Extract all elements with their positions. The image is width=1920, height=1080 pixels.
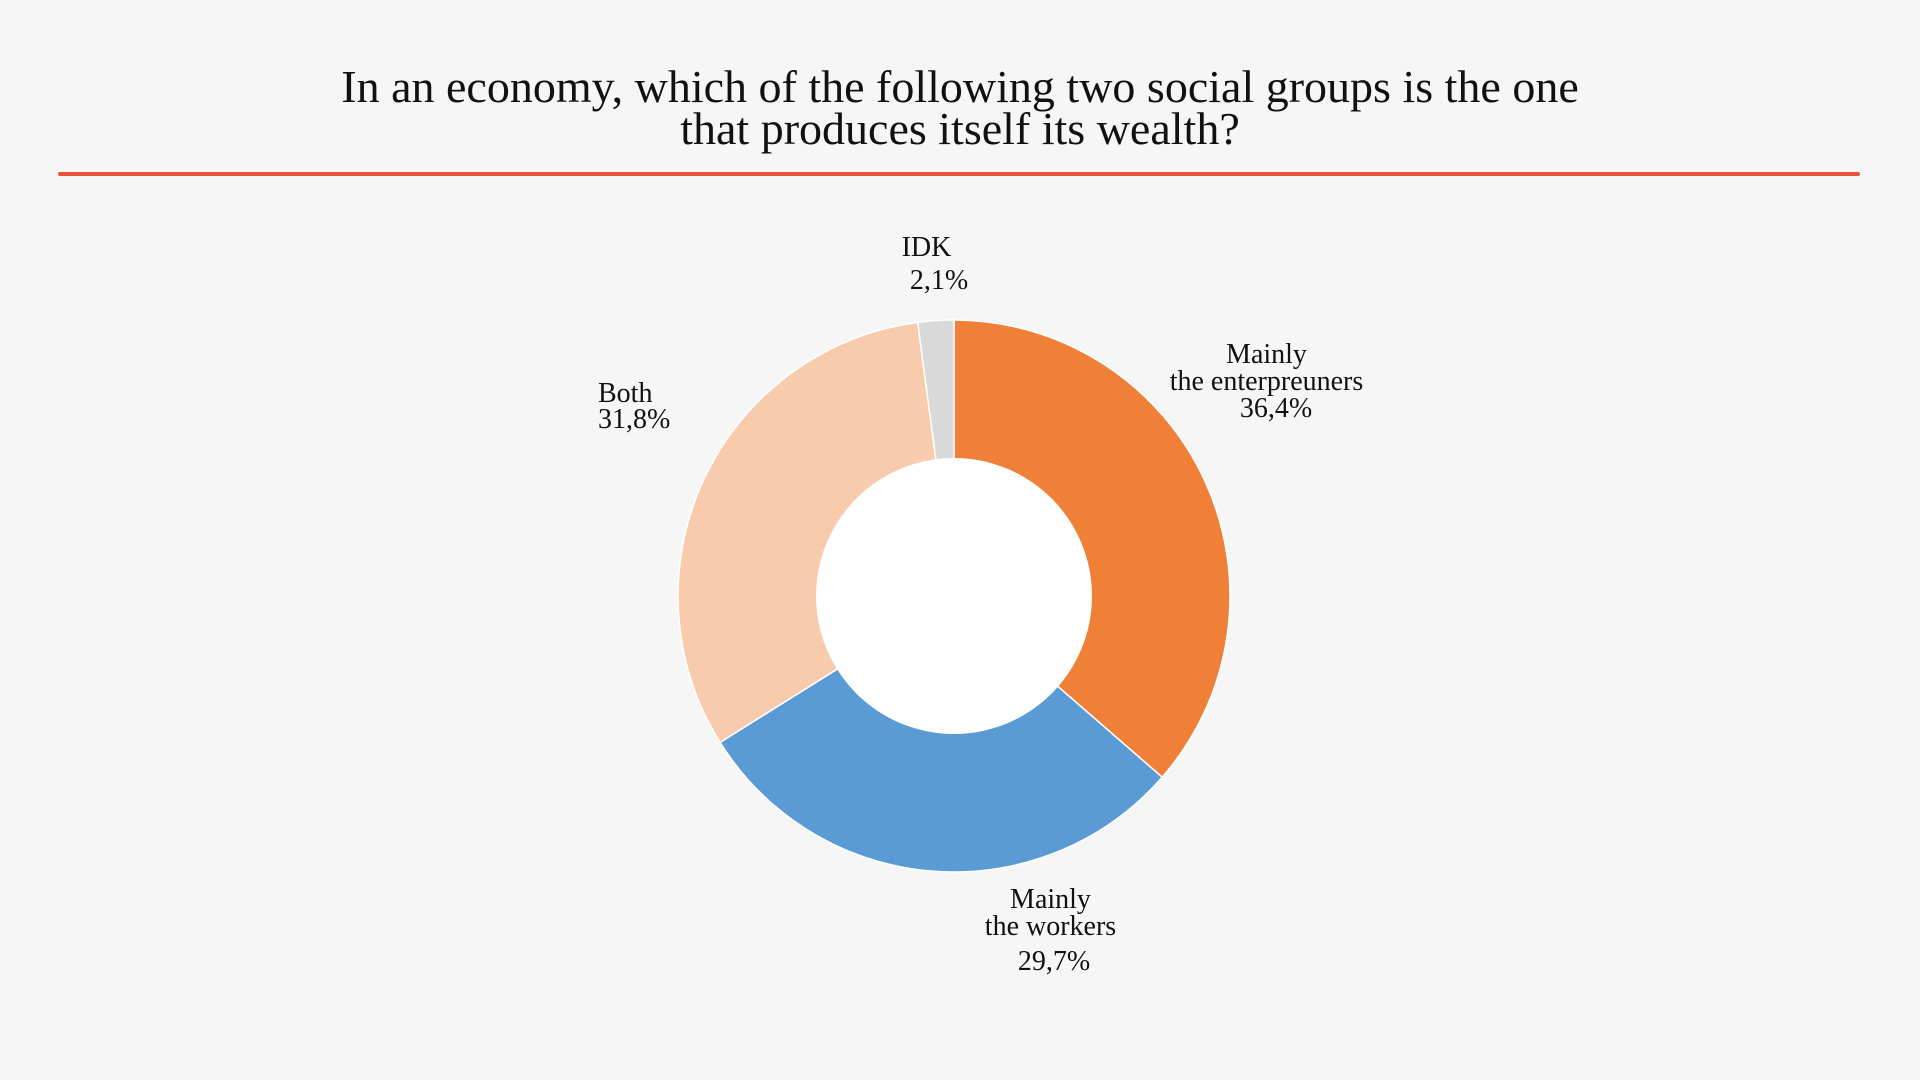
title-underline [58,172,1860,176]
slice-label-workers: Mainly the workers 29,7% [985,884,1123,977]
slice-label-workers-line-1: Mainly [1010,884,1091,915]
slice-value-workers: 29,7% [1018,946,1090,977]
donut-slice-1 [953,319,1231,779]
slice-value-both: 31,8% [598,404,670,435]
slice-label-both: Both 31,8% [598,378,670,435]
slice-label-enterpreuners: Mainly the enterpreuners 36,4% [1170,339,1371,424]
slice-value-idk: 2,1% [910,265,968,296]
slice-label-enterpreuners-line-1: Mainly [1226,339,1307,370]
slice-label-workers-line-2: the workers [985,911,1116,942]
slice-label-enterpreuners-line-2: the enterpreuners [1170,366,1364,397]
donut-slice-2 [719,595,1164,873]
chart-title-line-1: In an economy, which of the following tw… [341,61,1579,112]
chart-title-line-2: that produces itself its wealth? [680,103,1240,154]
slice-label-both-line-1: Both [598,378,652,409]
chart-title: In an economy, which of the following tw… [200,61,1720,154]
donut-hole [816,458,1092,734]
slice-value-enterpreuners: 36,4% [1240,393,1312,424]
slice-label-idk-line-1: IDK [902,232,952,263]
slice-label-idk: IDK 2,1% [902,232,969,296]
